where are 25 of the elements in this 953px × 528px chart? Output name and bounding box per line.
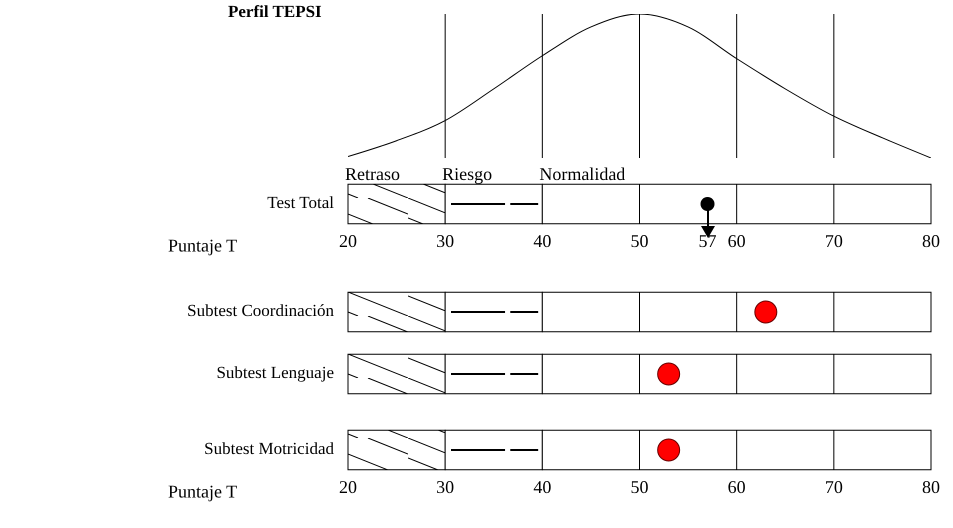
- x-tick-label: 60: [728, 476, 746, 497]
- chart-title: Perfil TEPSI: [228, 2, 322, 22]
- x-tick-label: 80: [922, 476, 940, 497]
- x-axis-title: Puntaje T: [168, 235, 238, 256]
- x-tick-label: 40: [533, 476, 552, 497]
- x-tick-label: 30: [436, 230, 454, 251]
- x-tick-label: 40: [533, 230, 552, 251]
- y-tick-label: Subtest Coordinación: [187, 300, 334, 320]
- x-tick-label: 20: [339, 230, 357, 251]
- x-axis-title: Puntaje T: [168, 481, 238, 502]
- x-tick-label: 30: [436, 476, 454, 497]
- x-tick-label: 70: [824, 230, 843, 251]
- band-label: Retraso: [345, 164, 400, 184]
- band-label: Normalidad: [539, 164, 626, 184]
- x-tick-label: 57: [698, 230, 717, 251]
- x-tick-label: 70: [824, 476, 843, 497]
- x-tick-label: 80: [922, 230, 940, 251]
- x-tick-label: 20: [339, 476, 357, 497]
- y-tick-label: Subtest Lenguaje: [216, 362, 334, 382]
- y-tick-label: Test Total: [267, 192, 334, 212]
- x-tick-label: 60: [728, 230, 746, 251]
- x-tick-label: 50: [630, 230, 648, 251]
- band-label: Riesgo: [442, 164, 492, 184]
- x-tick-label: 50: [630, 476, 648, 497]
- y-tick-label: Subtest Motricidad: [204, 438, 334, 458]
